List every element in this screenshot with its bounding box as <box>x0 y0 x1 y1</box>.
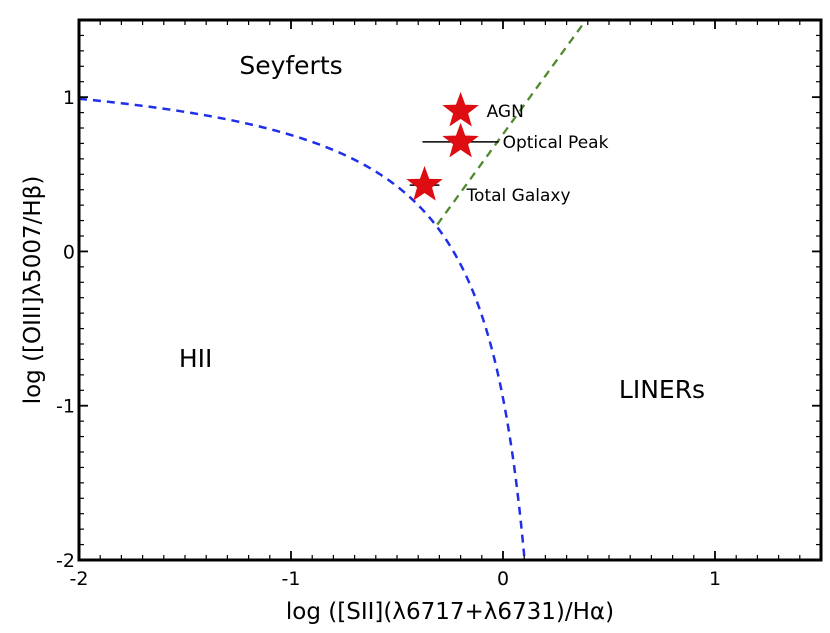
axes: -2 -1 0 1 -2 -1 0 1 <box>56 18 823 590</box>
x-tick-label-0: 0 <box>497 568 509 590</box>
y-axis-label: log ([OIII]λ5007/Hβ) <box>20 176 46 405</box>
kewley-demarcation-line <box>79 97 526 556</box>
x-tick-label-2: -2 <box>70 568 89 590</box>
point-label-agn: AGN <box>487 102 524 122</box>
region-label-hii: HII <box>179 344 213 373</box>
star-marker-total-galaxy <box>406 165 443 201</box>
data-points: AGN Optical Peak Total Galaxy <box>406 91 609 206</box>
seyfert-liner-division-line <box>436 20 588 226</box>
y-tick-label-1: 1 <box>63 87 75 109</box>
x-tick-label-1: -1 <box>282 568 301 590</box>
y-tick-label-0: 0 <box>63 241 75 263</box>
star-marker-agn <box>442 91 479 127</box>
x-axis-label: log ([SII](λ6717+λ6731)/Hα) <box>286 599 614 625</box>
classification-lines <box>79 20 588 556</box>
point-label-total-galaxy: Total Galaxy <box>466 186 571 206</box>
region-label-liners: LINERs <box>619 375 705 404</box>
plot-area <box>79 20 821 560</box>
point-label-optical-peak: Optical Peak <box>503 133 609 153</box>
region-label-seyferts: Seyferts <box>239 51 342 80</box>
x-tick-label-1: 1 <box>709 568 721 590</box>
y-tick-label-1: -1 <box>56 396 75 418</box>
y-tick-label-2: -2 <box>56 550 75 572</box>
plot-frame <box>77 18 823 562</box>
region-labels: Seyferts HII LINERs <box>179 51 705 404</box>
star-marker-optical-peak <box>442 122 479 158</box>
